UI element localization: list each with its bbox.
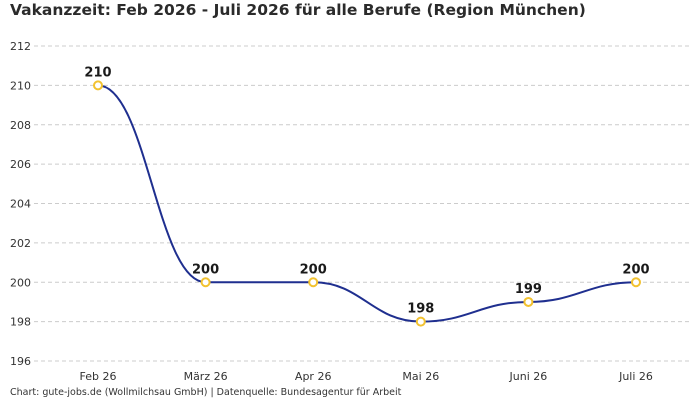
y-tick-label-196: 196 <box>10 355 31 368</box>
x-tick-label-0: Feb 26 <box>80 370 117 383</box>
y-tick-label-198: 198 <box>10 316 31 329</box>
data-label-0: 210 <box>84 65 111 80</box>
data-point-4[interactable] <box>523 296 534 307</box>
y-tick-label-206: 206 <box>10 158 31 171</box>
data-label-3: 198 <box>407 302 434 317</box>
x-axis-ticks: Feb 26 März 26 Apr 26 Mai 26 Juni 26 Juli 26 <box>80 370 653 383</box>
y-tick-label-210: 210 <box>10 79 31 92</box>
data-point-2[interactable] <box>308 277 319 288</box>
x-tick-label-1: März 26 <box>184 370 228 383</box>
y-tick-label-204: 204 <box>10 198 31 211</box>
data-label-5: 200 <box>622 262 649 277</box>
y-axis-ticks: 196 198 200 202 204 206 208 210 212 <box>10 40 31 368</box>
data-labels: 210 200 200 198 199 200 <box>84 65 649 316</box>
grid-lines <box>34 45 692 362</box>
y-tick-label-208: 208 <box>10 119 31 132</box>
data-label-4: 199 <box>515 282 542 297</box>
data-point-3[interactable] <box>415 316 426 327</box>
data-label-2: 200 <box>300 262 327 277</box>
chart-title: Vakanzzeit: Feb 2026 - Juli 2026 für all… <box>10 1 586 19</box>
data-markers <box>93 80 641 327</box>
data-point-5[interactable] <box>631 277 641 288</box>
y-tick-label-200: 200 <box>10 276 31 289</box>
x-tick-label-3: Mai 26 <box>402 370 439 383</box>
x-tick-label-2: Apr 26 <box>295 370 332 383</box>
chart-footer: Chart: gute-jobs.de (Wollmilchsau GmbH) … <box>10 387 402 398</box>
data-label-1: 200 <box>192 262 219 277</box>
data-point-1[interactable] <box>200 277 211 288</box>
y-tick-label-212: 212 <box>10 40 31 53</box>
x-tick-label-5: Juli 26 <box>618 370 653 383</box>
x-tick-label-4: Juni 26 <box>509 370 548 383</box>
data-point-0[interactable] <box>93 80 103 91</box>
y-tick-label-202: 202 <box>10 237 31 250</box>
